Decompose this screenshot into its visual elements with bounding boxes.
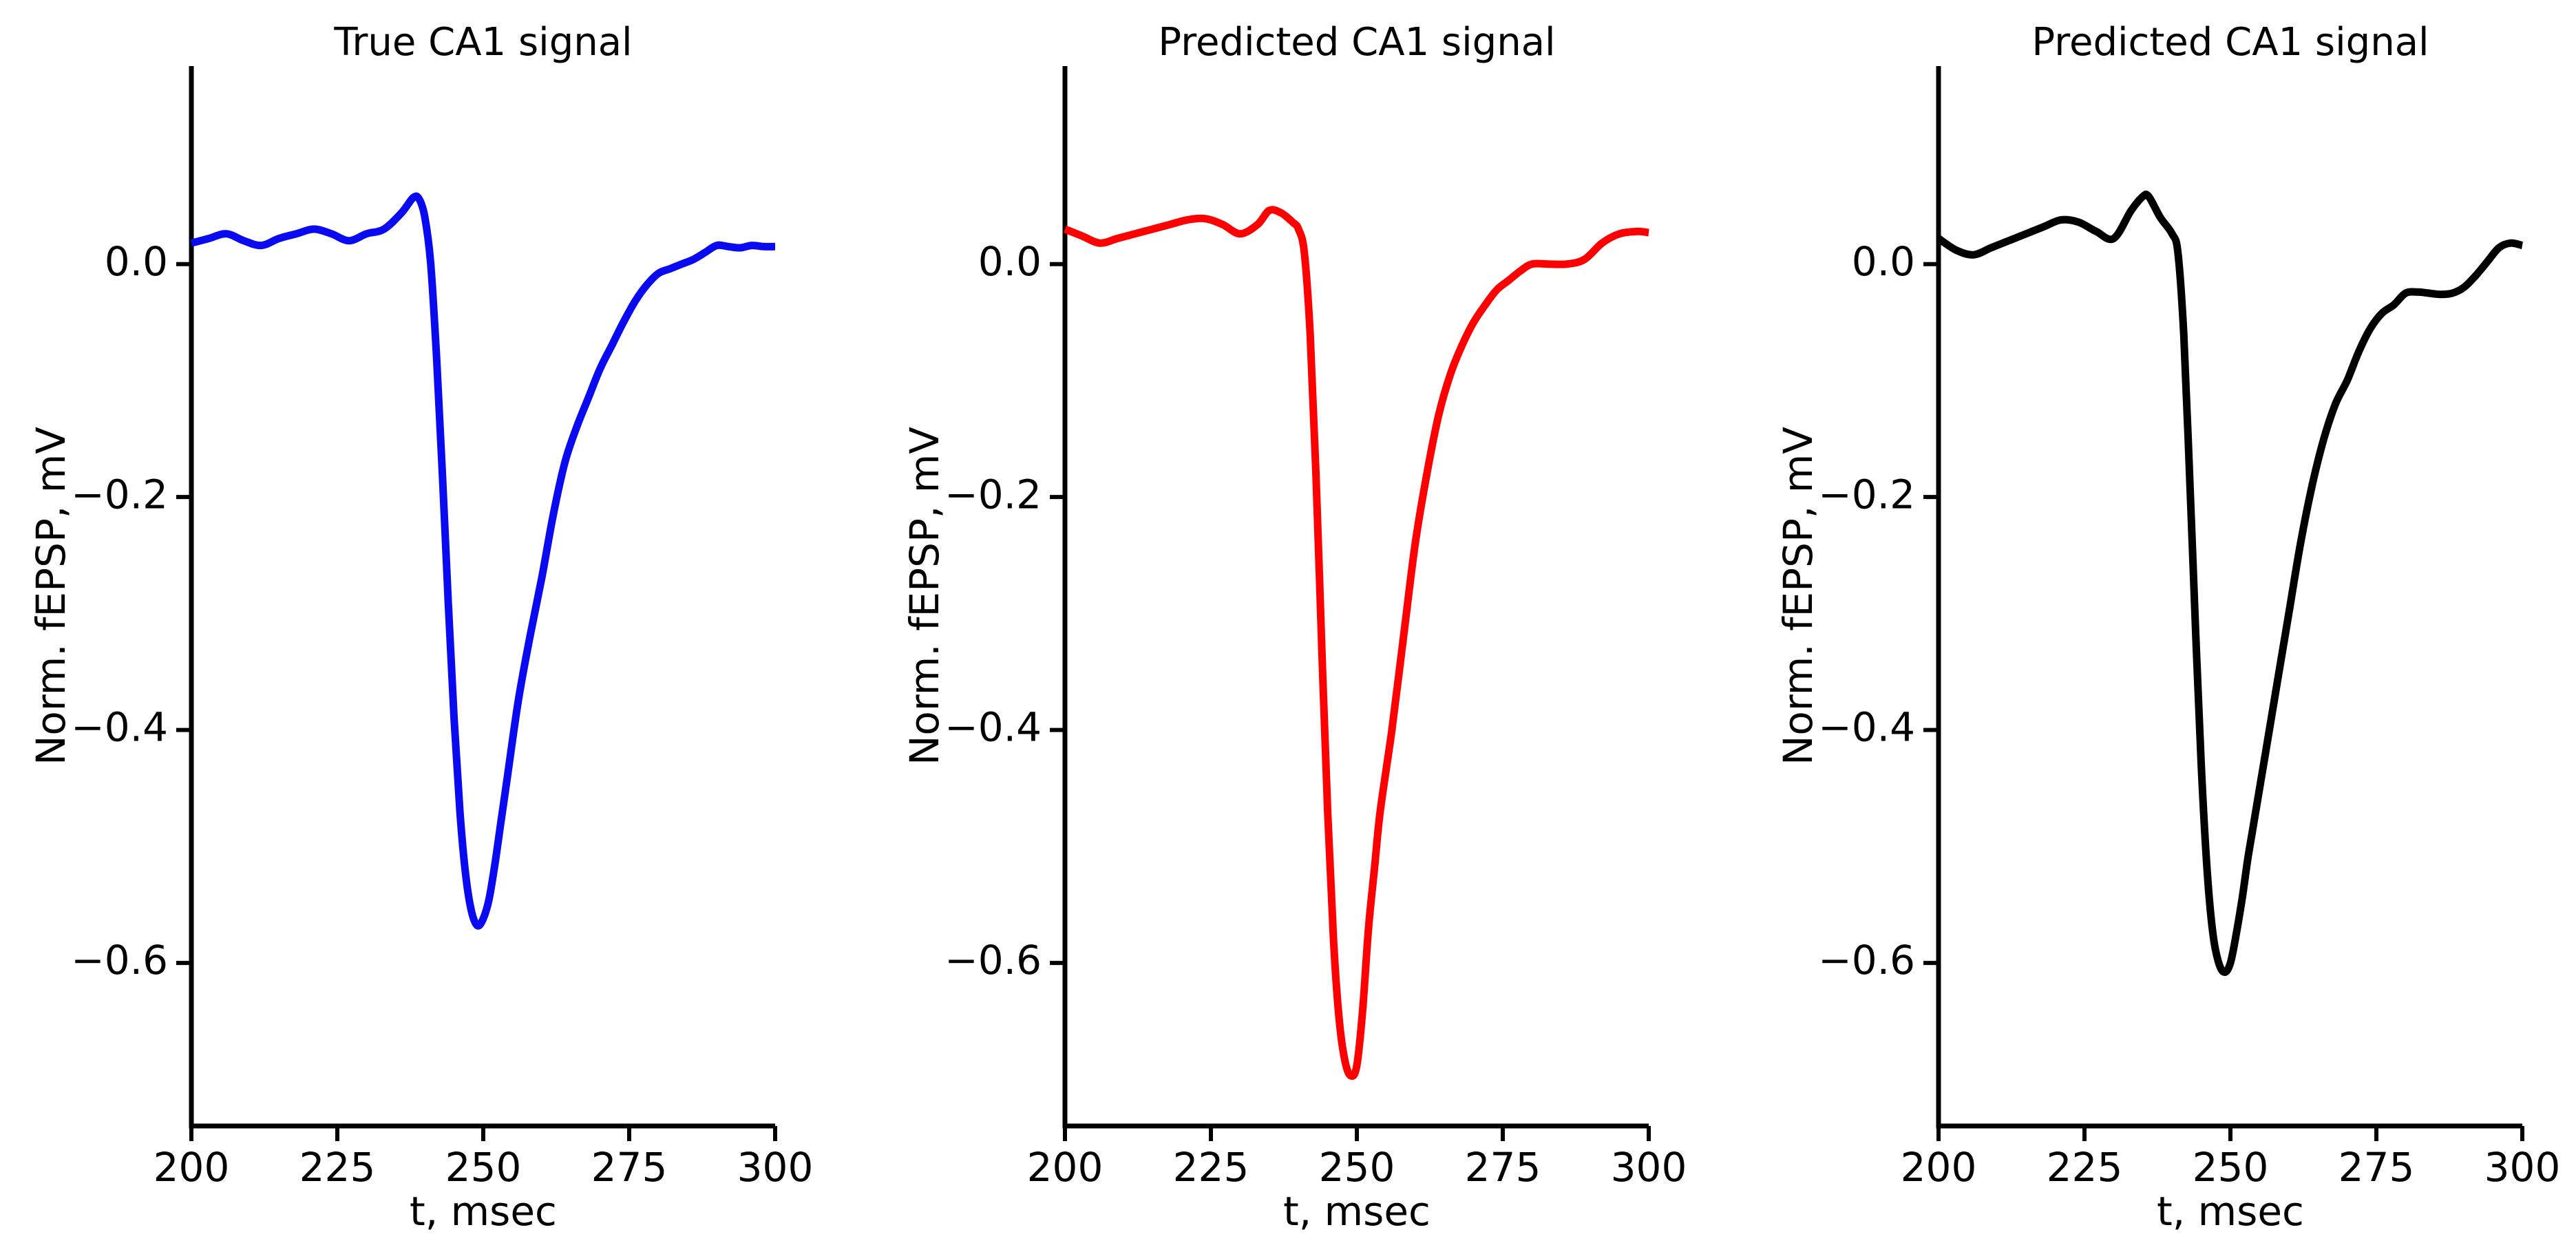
x-tick-label: 300 xyxy=(2484,1144,2561,1191)
y-tick-label: −0.4 xyxy=(1818,704,1915,751)
x-tick-label: 275 xyxy=(2339,1144,2415,1191)
y-tick-label: −0.2 xyxy=(71,471,168,518)
panel-true-ca1: True CA1 signal t, msec Norm. fEPSP, mV … xyxy=(28,20,813,1235)
x-tick-label: 200 xyxy=(154,1144,230,1191)
x-tick-label: 225 xyxy=(1173,1144,1249,1191)
chart-title: Predicted CA1 signal xyxy=(1158,20,1555,65)
x-tick-label: 250 xyxy=(1319,1144,1395,1191)
chart-title: Predicted CA1 signal xyxy=(2031,20,2429,65)
x-axis-label: t, msec xyxy=(410,1188,557,1235)
x-tick-label: 275 xyxy=(1465,1144,1541,1191)
x-axis-label: t, msec xyxy=(1283,1188,1430,1235)
x-tick-label: 200 xyxy=(1901,1144,1977,1191)
series-line xyxy=(1936,190,2524,977)
y-tick-label: −0.6 xyxy=(1818,937,1915,984)
y-tick-label: −0.2 xyxy=(944,471,1042,518)
panel-predicted-ca1-red: Predicted CA1 signal t, msec Norm. fEPSP… xyxy=(901,20,1687,1235)
y-axis-label: Norm. fEPSP, mV xyxy=(901,427,948,765)
y-tick-label: 0.0 xyxy=(105,238,168,285)
y-tick-label: 0.0 xyxy=(978,238,1042,285)
y-tick-label: −0.4 xyxy=(944,704,1042,751)
x-axis-label: t, msec xyxy=(2157,1188,2304,1235)
x-tick-label: 275 xyxy=(591,1144,668,1191)
x-tick-label: 225 xyxy=(2047,1144,2123,1191)
x-tick-label: 225 xyxy=(299,1144,376,1191)
series-line xyxy=(1063,206,1649,1080)
x-tick-label: 300 xyxy=(1611,1144,1687,1191)
y-tick-label: −0.6 xyxy=(71,937,168,984)
x-tick-label: 250 xyxy=(2193,1144,2269,1191)
x-tick-label: 300 xyxy=(737,1144,814,1191)
x-tick-label: 200 xyxy=(1027,1144,1104,1191)
x-tick-label: 250 xyxy=(445,1144,522,1191)
panel-predicted-ca1-black: Predicted CA1 signal t, msec Norm. fEPSP… xyxy=(1775,20,2560,1235)
chart-title: True CA1 signal xyxy=(333,20,632,65)
y-tick-label: −0.6 xyxy=(944,937,1042,984)
y-tick-label: 0.0 xyxy=(1852,238,1915,285)
y-tick-label: −0.4 xyxy=(71,704,168,751)
y-axis-label: Norm. fEPSP, mV xyxy=(28,427,74,765)
series-line xyxy=(190,192,776,930)
y-axis-label: Norm. fEPSP, mV xyxy=(1775,427,1822,765)
y-tick-label: −0.2 xyxy=(1818,471,1915,518)
